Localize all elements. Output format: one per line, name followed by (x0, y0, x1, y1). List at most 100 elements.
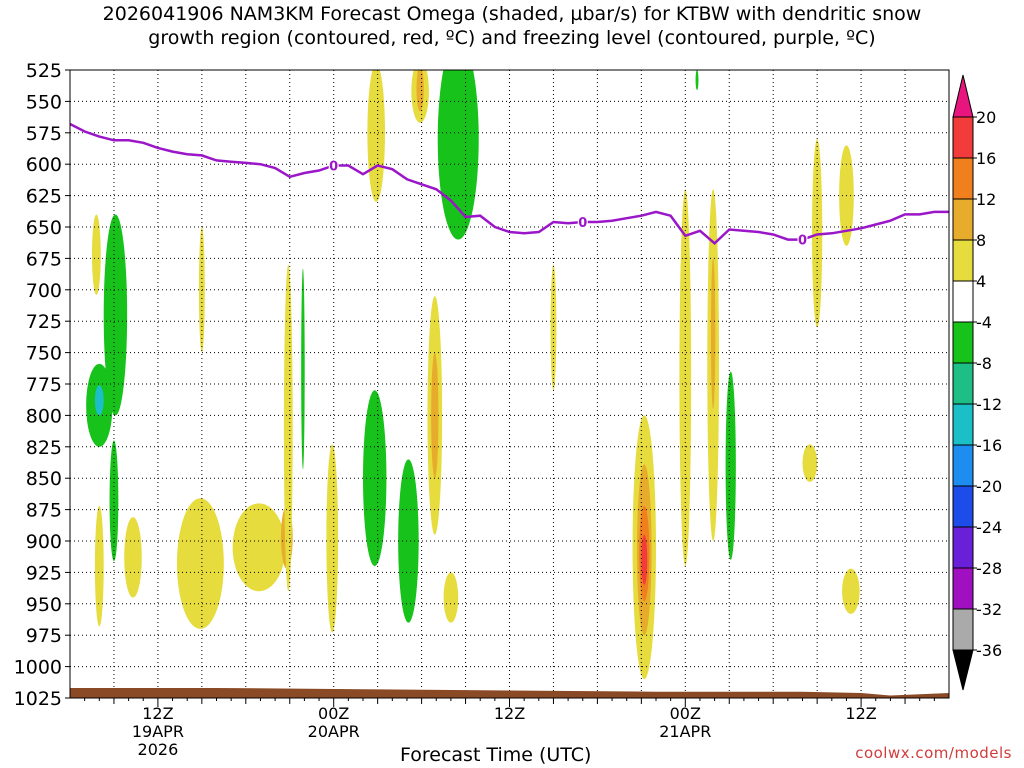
omega-positive-cell-30 (710, 258, 716, 410)
colorbar-swatch-12 (952, 608, 974, 651)
freezing-label-bg-1 (577, 214, 588, 229)
freezing-label-bg-0 (328, 158, 339, 173)
omega-positive-cell-33 (802, 444, 818, 482)
omega-negative-cell-12 (301, 268, 305, 470)
y-tick-label-17: 950 (26, 594, 62, 616)
colorbar: 20 16 12 8 4 -4 -8 -12 -16 -20 -24 -28 -32 -36 (952, 74, 1002, 691)
credit-text: coolwx.com/models (855, 744, 1012, 762)
omega-positive-cell-0 (91, 214, 101, 295)
freezing-label-0: 0 (329, 159, 338, 174)
omega-positive-cell-18 (416, 70, 424, 112)
omega-negative-cell-32 (695, 70, 699, 91)
colorbar-label-13: -36 (976, 641, 1002, 660)
colorbar-swatch-7 (952, 403, 974, 446)
y-tick-label-0: 525 (26, 60, 62, 82)
omega-positive-cell-13 (326, 444, 339, 633)
omega-positive-cell-23 (550, 264, 557, 391)
omega-negative-cell-3 (94, 385, 104, 416)
x-tick-label-4-0: 12Z (845, 704, 876, 723)
y-tick-label-11: 800 (26, 405, 62, 427)
y-tick-label-12: 825 (26, 437, 62, 459)
omega-positive-cell-8 (198, 226, 205, 353)
y-tick-label-8: 725 (26, 311, 62, 333)
omega-negative-cell-4 (109, 440, 119, 562)
chart-title: 2026041906 NAM3KM Forecast Omega (shaded… (0, 2, 1024, 50)
omega-positive-cell-9 (232, 503, 286, 592)
chart-title-line-1: 2026041906 NAM3KM Forecast Omega (shaded… (102, 3, 922, 25)
y-tick-label-16: 925 (26, 562, 62, 584)
x-tick-label-3-1: 21APR (659, 722, 711, 741)
y-tick-label-19: 1000 (14, 657, 62, 679)
omega-positive-cell-11 (283, 264, 293, 592)
omega-negative-cell-1 (103, 214, 128, 416)
colorbar-swatch-2 (952, 198, 974, 241)
y-tick-label-13: 850 (26, 468, 62, 490)
colorbar-swatch-1 (952, 157, 974, 200)
freezing-label-bg-2 (797, 232, 808, 247)
y-tick-label-6: 675 (26, 248, 62, 270)
x-tick-label-2-0: 12Z (494, 704, 525, 723)
colorbar-swatch-8 (952, 444, 974, 487)
x-tick-label-3-0: 00Z (670, 704, 701, 723)
y-tick-label-15: 900 (26, 531, 62, 553)
colorbar-top-arrow (952, 74, 974, 118)
freezing-level: 0 0 0 (70, 122, 949, 249)
omega-positive-cell-7 (176, 498, 224, 629)
y-tick-label-1: 550 (26, 91, 62, 113)
y-tick-label-20: 1025 (14, 688, 62, 710)
colorbar-label-8: -16 (976, 436, 1002, 455)
colorbar-swatch-6 (952, 362, 974, 405)
omega-positive-cell-22 (443, 572, 459, 623)
colorbar-label-3: 8 (976, 231, 986, 250)
omega-positive-cell-36 (842, 568, 860, 614)
y-tick-label-10: 775 (26, 374, 62, 396)
x-tick-label-1-0: 00Z (318, 704, 349, 723)
freezing-label-2: 0 (798, 234, 807, 249)
omega-positive-cell-5 (94, 505, 104, 627)
colorbar-label-9: -20 (976, 477, 1002, 496)
colorbar-swatch-5 (952, 321, 974, 364)
ground-fill (70, 687, 949, 698)
colorbar-swatch-3 (952, 239, 974, 282)
colorbar-swatch-4 (952, 280, 974, 323)
colorbar-swatch-11 (952, 567, 974, 610)
omega-negative-cell-31 (725, 371, 736, 560)
colorbar-label-5: -4 (976, 313, 992, 332)
x-axis-label: Forecast Time (UTC) (400, 744, 592, 766)
y-tick-label-4: 625 (26, 186, 62, 208)
colorbar-label-1: 16 (976, 149, 996, 168)
freezing-label-1: 0 (578, 216, 587, 231)
colorbar-swatch-10 (952, 526, 974, 569)
colorbar-label-7: -12 (976, 395, 1002, 414)
x-tick-label-0-2: 2026 (138, 740, 179, 759)
ground-layer (70, 687, 949, 698)
y-tick-label-14: 875 (26, 500, 62, 522)
y-tick-label-9: 750 (26, 343, 62, 365)
y-tick-label-18: 975 (26, 625, 62, 647)
colorbar-label-6: -8 (976, 354, 992, 373)
omega-positive-cell-27 (641, 534, 648, 585)
colorbar-label-4: 4 (976, 272, 986, 291)
y-tick-label-3: 600 (26, 154, 62, 176)
colorbar-swatch-0 (952, 116, 974, 159)
x-tick-label-1-1: 20APR (308, 722, 360, 741)
x-tick-label-0-0: 12Z (142, 704, 173, 723)
omega-positive-cell-28 (679, 189, 692, 567)
colorbar-bottom-arrow (952, 649, 974, 691)
colorbar-label-10: -24 (976, 518, 1002, 537)
x-tick-label-0-1: 19APR (132, 722, 184, 741)
colorbar-label-0: 20 (976, 108, 996, 127)
colorbar-label-2: 12 (976, 190, 996, 209)
omega-positive-cell-6 (124, 517, 142, 598)
colorbar-label-12: -32 (976, 600, 1002, 619)
colorbar-swatch-9 (952, 485, 974, 528)
y-tick-label-5: 650 (26, 217, 62, 239)
y-tick-label-2: 575 (26, 123, 62, 145)
colorbar-label-11: -28 (976, 559, 1002, 578)
y-axis: 525 550 575 600 625 650 675 700 725 750 775 800 825 8… (14, 60, 70, 710)
grid-lines (70, 70, 949, 698)
chart-title-line-2: growth region (contoured, red, ºC) and f… (148, 27, 876, 49)
y-tick-label-7: 700 (26, 280, 62, 302)
